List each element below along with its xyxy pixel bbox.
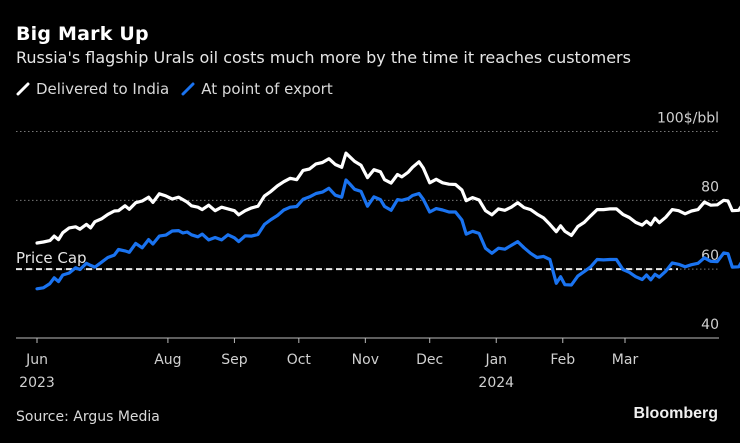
x-tick-label-nov: Nov [352,352,379,368]
x-tick-label-feb: Feb [550,352,575,368]
y-tick-label-40: 40 [701,317,719,333]
legend-swatch-blue-line-icon [181,82,195,96]
x-tick-label-aug: Aug [154,352,181,368]
source-note: Source: Argus Media [16,409,160,425]
x-tick-year-2023: 2023 [19,375,55,391]
x-tick-label-dec: Dec [416,352,443,368]
legend-swatch-white-line-icon [16,82,30,96]
legend-item-export: At point of export [181,80,333,98]
chart-title: Big Mark Up [16,23,149,45]
legend-item-delivered: Delivered to India [16,80,169,98]
x-tick-label-oct: Oct [287,352,312,368]
legend-label-export: At point of export [201,80,333,98]
chart-subtitle: Russia's flagship Urals oil costs much m… [16,48,631,67]
price-cap-label: Price Cap [16,249,87,267]
x-tick-label-sep: Sep [221,352,248,368]
y-tick-label-80: 80 [701,179,719,195]
x-tick-label-jan: Jan [484,352,507,368]
x-tick-label-jun: Jun [25,352,48,368]
series-line-point-of-export [35,178,740,291]
x-tick-label-mar: Mar [612,352,639,368]
bloomberg-logo: Bloomberg [633,405,718,422]
y-tick-label-100: 100$/bbl [657,111,719,127]
series-line-delivered-to-india [35,151,740,245]
x-tick-year-2024: 2024 [478,375,514,391]
legend-label-delivered: Delivered to India [36,80,170,98]
legend: Delivered to India At point of export [16,80,345,98]
